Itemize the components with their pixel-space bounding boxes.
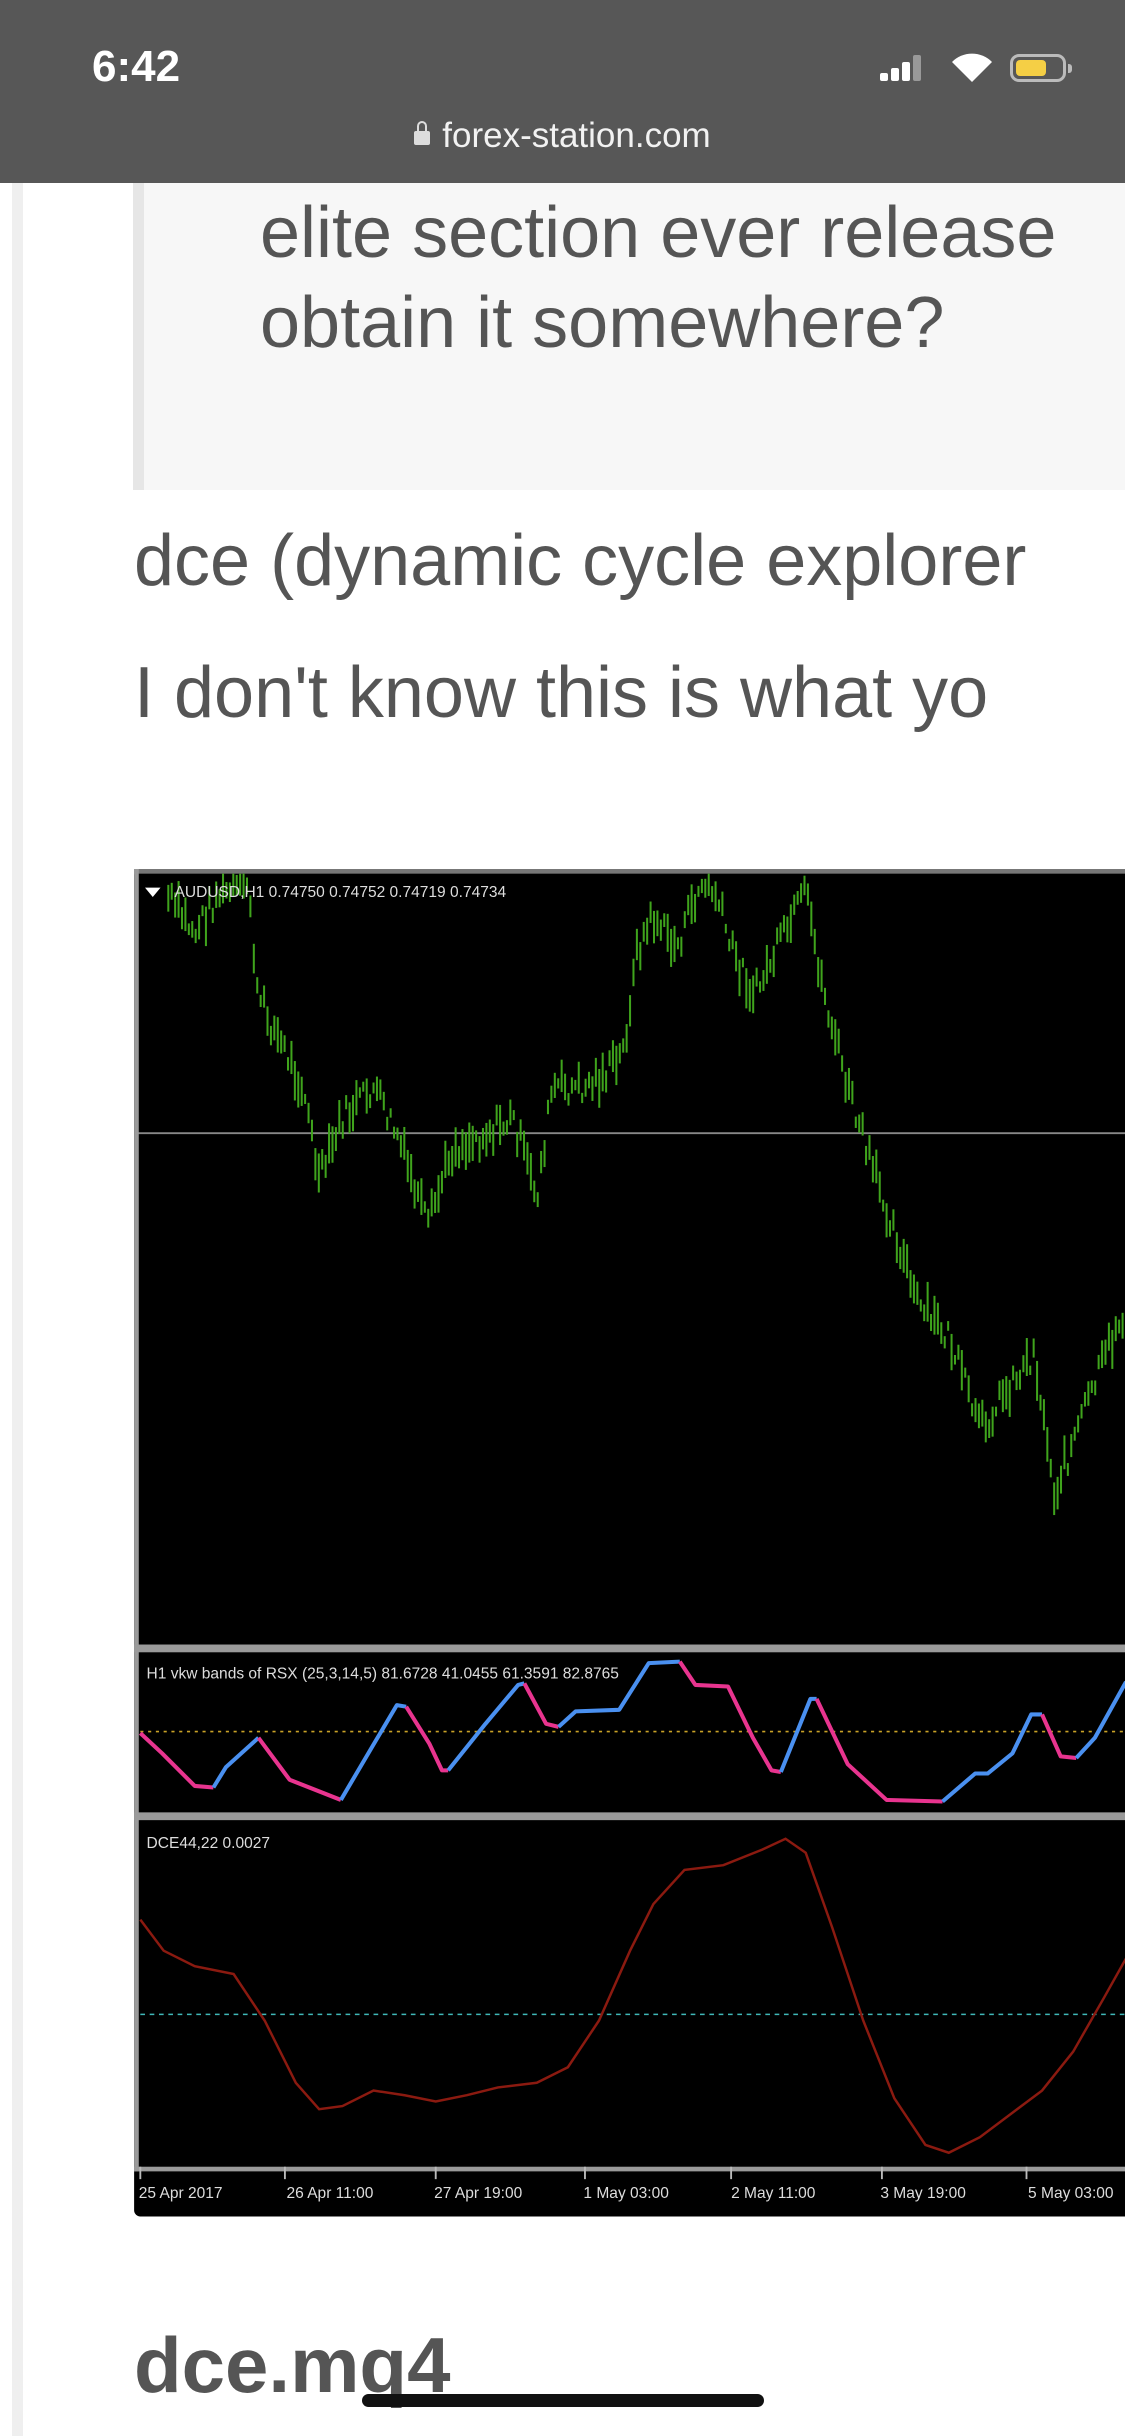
url-text: forex-station.com [442, 116, 711, 155]
quote-line: elite section ever release [260, 193, 1057, 273]
page-edge [12, 0, 23, 2436]
panel-separator [134, 1812, 1125, 1821]
time-tick-label: 2 May 11:00 [731, 2185, 816, 2202]
price-series [167, 873, 1124, 1516]
status-bar: 6:42 forex-station.com [0, 0, 1125, 183]
rsx-up-segment [778, 1696, 817, 1773]
main-panel-label: AUDUSD,H1 0.74750 0.74752 0.74719 0.7473… [175, 884, 507, 901]
rsx-up-segment [211, 1736, 260, 1789]
rsx-down-segment [404, 1705, 449, 1773]
time-tick-label: 25 Apr 2017 [139, 2185, 223, 2202]
dce-panel-label: DCE44,22 0.0027 [147, 1835, 271, 1852]
rsx-panel-label: H1 vkw bands of RSX (25,3,14,5) 81.6728 … [147, 1666, 619, 1683]
rsx-up-segment [339, 1703, 407, 1801]
rsx-down-segment [1040, 1713, 1077, 1760]
rsx-down-segment [678, 1660, 782, 1774]
rsx-up-segment [446, 1681, 525, 1772]
post-text-line: dce (dynamic cycle explorer [134, 521, 1027, 601]
battery-icon [1010, 54, 1072, 82]
chart-image[interactable]: AUDUSD,H1 0.74750 0.74752 0.74719 0.7473… [131, 869, 1125, 2218]
rsx-down-segment [256, 1736, 342, 1802]
rsx-up-segment [1074, 1680, 1125, 1760]
rsx-up-segment [557, 1659, 680, 1729]
lock-icon [414, 121, 431, 145]
chart-menu-triangle-icon[interactable] [144, 887, 161, 897]
address-bar[interactable]: forex-station.com [0, 116, 1125, 156]
rsx-up-segment [941, 1712, 1043, 1804]
time-tick-label: 5 May 03:00 [1028, 2185, 1114, 2202]
status-time: 6:42 [92, 42, 181, 91]
time-tick-label: 27 Apr 19:00 [434, 2185, 522, 2202]
rsx-down-segment [814, 1698, 943, 1804]
time-tick-label: 26 Apr 11:00 [286, 2185, 373, 2202]
chart-top-border [134, 869, 1125, 874]
chart-background [134, 869, 1125, 2217]
wifi-icon [952, 53, 992, 82]
rsx-down-segment [522, 1682, 560, 1729]
chart-left-border [134, 869, 139, 2172]
cellular-signal-icon [880, 55, 924, 81]
home-indicator[interactable] [362, 2394, 764, 2407]
time-tick-label: 3 May 19:00 [880, 2185, 966, 2202]
rsx-series [138, 1659, 1125, 1804]
panel-separator [134, 1644, 1125, 1653]
quote-line: obtain it somewhere? [260, 283, 945, 363]
time-axis-line [134, 2166, 1125, 2172]
dce-series [139, 1837, 1125, 2155]
post-text-line: I don't know this is what yo [134, 653, 989, 733]
time-tick-label: 1 May 03:00 [583, 2185, 669, 2202]
rsx-down-segment [138, 1731, 214, 1790]
time-axis: 25 Apr 2017 26 Apr 11:00 27 Apr 19:00 1 … [139, 2166, 1114, 2202]
